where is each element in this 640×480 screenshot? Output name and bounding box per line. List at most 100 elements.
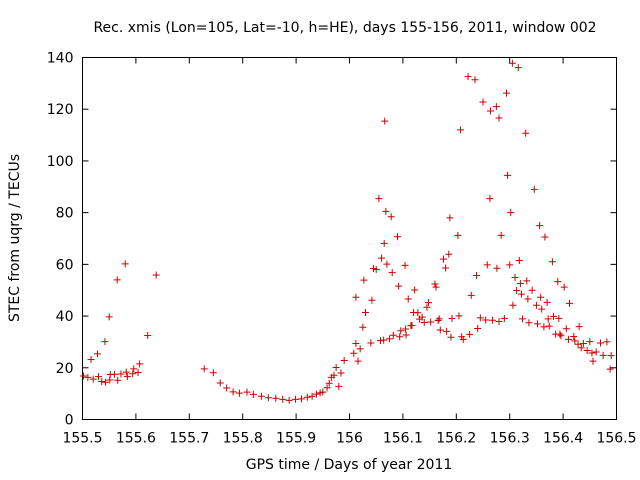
data-point (359, 323, 367, 331)
data-point (292, 395, 300, 403)
data-point (443, 327, 451, 335)
data-point (380, 239, 388, 247)
data-point (105, 313, 113, 321)
data-point (492, 103, 500, 111)
data-point (432, 283, 440, 291)
x-tick-label: 156.5 (596, 431, 636, 447)
data-point (500, 314, 508, 322)
y-tick-label: 80 (56, 206, 74, 222)
data-point (272, 394, 280, 402)
data-point (522, 129, 530, 137)
data-point (397, 327, 405, 335)
data-point (507, 209, 515, 217)
data-point (574, 340, 582, 348)
data-point (514, 64, 522, 72)
data-point (457, 126, 465, 134)
data-point (285, 396, 293, 404)
data-point (404, 295, 412, 303)
data-point (570, 332, 578, 340)
x-tick-label: 156.4 (543, 431, 583, 447)
data-point (425, 299, 433, 307)
data-point (378, 254, 386, 262)
data-point (362, 308, 370, 316)
data-point (528, 286, 536, 294)
y-axis-label: STEC from uqrg / TECUs (7, 154, 23, 322)
y-tick-label: 140 (47, 51, 74, 67)
data-point (589, 357, 597, 365)
data-point (389, 331, 397, 339)
data-point (533, 320, 541, 328)
data-point (101, 338, 109, 346)
y-axis: 0 20 40 60 80 100 120 140 (47, 51, 617, 429)
y-tick-label: 100 (47, 154, 74, 170)
y-tick-label: 120 (47, 102, 74, 118)
data-point (387, 213, 395, 221)
data-point (427, 318, 435, 326)
data-point (352, 339, 360, 347)
data-point (249, 390, 257, 398)
data-point (592, 348, 600, 356)
y-tick-label: 20 (56, 361, 74, 377)
data-point (134, 368, 142, 376)
data-point (446, 214, 454, 222)
x-tick-label: 156.2 (436, 431, 476, 447)
data-point (312, 390, 320, 398)
y-tick-label: 0 (65, 413, 74, 429)
data-point (350, 349, 358, 357)
data-point (579, 339, 587, 347)
data-point (89, 375, 97, 383)
data-point (229, 388, 237, 396)
data-point (532, 301, 540, 309)
data-point (607, 352, 615, 360)
data-point (506, 261, 514, 269)
data-point (279, 395, 287, 403)
data-point (121, 260, 129, 268)
data-point (479, 98, 487, 106)
data-point (423, 303, 431, 311)
data-point (467, 291, 475, 299)
data-point (356, 345, 364, 353)
data-point (414, 309, 422, 317)
data-point (375, 195, 383, 203)
data-point (95, 373, 103, 381)
data-point (340, 357, 348, 365)
data-point (381, 117, 389, 125)
data-point (360, 276, 368, 284)
data-point (111, 370, 119, 378)
data-point (473, 271, 481, 279)
data-point (395, 282, 403, 290)
data-point (308, 392, 316, 400)
data-point (80, 372, 88, 380)
x-axis: 155.5 155.6 155.7 155.8 155.9 156 156.1 156.2 15… (62, 57, 637, 447)
data-point (130, 365, 138, 373)
data-point (486, 195, 494, 203)
data-point (431, 280, 439, 288)
chart-title: Rec. xmis (Lon=105, Lat=-10, h=HE), days… (93, 20, 596, 36)
data-point (541, 233, 549, 241)
data-point (209, 369, 217, 377)
data-point (354, 357, 362, 365)
data-point (439, 255, 447, 263)
data-point (122, 368, 130, 376)
x-tick-label: 155.9 (276, 431, 316, 447)
data-point (495, 318, 503, 326)
data-point (368, 296, 376, 304)
data-point (113, 276, 121, 284)
data-point (454, 231, 462, 239)
data-point (493, 264, 501, 272)
data-point (577, 344, 585, 352)
data-point (352, 293, 360, 301)
data-point (543, 298, 551, 306)
data-point (554, 278, 562, 286)
data-point (223, 384, 231, 392)
data-point (200, 365, 208, 373)
data-point (536, 222, 544, 230)
data-point (380, 336, 388, 344)
x-tick-label: 155.5 (62, 431, 102, 447)
x-tick-label: 155.8 (223, 431, 263, 447)
data-point (483, 261, 491, 269)
data-point (235, 389, 243, 397)
data-point (530, 185, 538, 193)
data-point (264, 394, 272, 402)
